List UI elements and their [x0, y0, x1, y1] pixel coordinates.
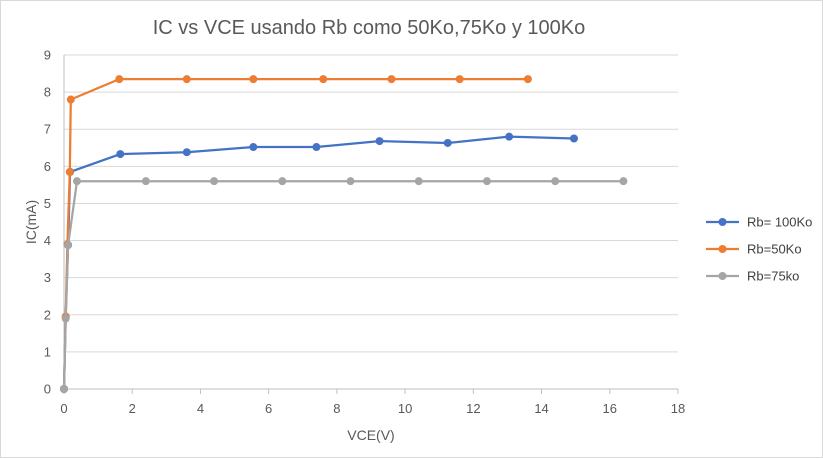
y-tick-label-2: 2 [44, 307, 51, 322]
legend-label-1: Rb=50Ko [747, 242, 802, 257]
legend: Rb= 100Ko Rb=50Ko Rb=75ko [706, 215, 812, 284]
y-tick-label-0: 0 [44, 382, 51, 397]
data-point-s1-6 [182, 75, 191, 84]
data-point-s2-8 [414, 177, 423, 186]
x-tick-label-7: 14 [534, 401, 548, 416]
y-tick-label-1: 1 [44, 344, 51, 359]
x-tick-label-5: 10 [398, 401, 412, 416]
data-point-s2-11 [619, 177, 628, 186]
legend-marker-1 [718, 245, 727, 253]
data-point-s2-3 [72, 177, 81, 186]
data-point-s1-9 [387, 75, 396, 84]
data-point-s1-11 [523, 75, 532, 84]
y-tick-label-4: 4 [44, 233, 51, 248]
x-tick-label-0: 0 [60, 401, 67, 416]
data-point-s1-8 [319, 75, 328, 84]
data-point-s2-9 [482, 177, 491, 186]
x-axis-title: VCE(V) [347, 427, 394, 443]
data-point-s2-0 [60, 385, 68, 393]
data-point-s0-6 [249, 143, 258, 152]
legend-label-0: Rb= 100Ko [747, 215, 812, 230]
data-point-s2-10 [551, 177, 560, 186]
data-point-s1-4 [66, 95, 75, 104]
series-line-0 [62, 135, 575, 390]
data-point-s2-5 [210, 177, 219, 186]
data-point-s2-4 [141, 177, 150, 186]
y-tick-label-9: 9 [44, 48, 51, 63]
data-point-s2-2 [64, 241, 73, 250]
legend-label-2: Rb=75ko [747, 269, 799, 284]
x-tick-label-6: 12 [466, 401, 480, 416]
x-tick-label-8: 16 [603, 401, 617, 416]
data-point-s0-8 [375, 137, 384, 146]
x-tick-label-9: 18 [671, 401, 685, 416]
data-point-s1-10 [455, 75, 464, 84]
data-point-s0-5 [182, 148, 191, 157]
data-point-s1-3 [65, 167, 74, 176]
chart-title: IC vs VCE usando Rb como 50Ko,75Ko y 100… [153, 17, 585, 39]
x-tick-label-2: 4 [197, 401, 204, 416]
gridlines [64, 54, 678, 353]
data-point-s0-4 [116, 150, 125, 159]
data-point-s2-1 [61, 314, 70, 323]
legend-marker-2 [718, 272, 727, 280]
x-tick-label-1: 2 [129, 401, 136, 416]
y-tick-label-6: 6 [44, 159, 51, 174]
data-point-s0-10 [505, 132, 514, 141]
data-point-s1-7 [249, 75, 258, 84]
data-point-s1-5 [115, 75, 124, 84]
legend-marker-0 [718, 218, 727, 226]
y-tick-label-8: 8 [44, 85, 51, 100]
series-line-1 [62, 77, 528, 390]
x-tick-label-3: 6 [265, 401, 272, 416]
series-line-2 [62, 180, 624, 390]
data-point-s0-7 [312, 143, 321, 152]
series-layer [60, 75, 628, 393]
y-tick-label-7: 7 [44, 122, 51, 137]
y-tick-label-5: 5 [44, 196, 51, 211]
x-tick-label-4: 8 [333, 401, 340, 416]
data-point-s0-11 [569, 134, 578, 143]
y-tick-label-3: 3 [44, 270, 51, 285]
y-axis-title: IC(mA) [23, 200, 39, 244]
data-point-s2-7 [346, 177, 355, 186]
data-point-s0-9 [443, 138, 452, 147]
data-point-s2-6 [278, 177, 287, 186]
